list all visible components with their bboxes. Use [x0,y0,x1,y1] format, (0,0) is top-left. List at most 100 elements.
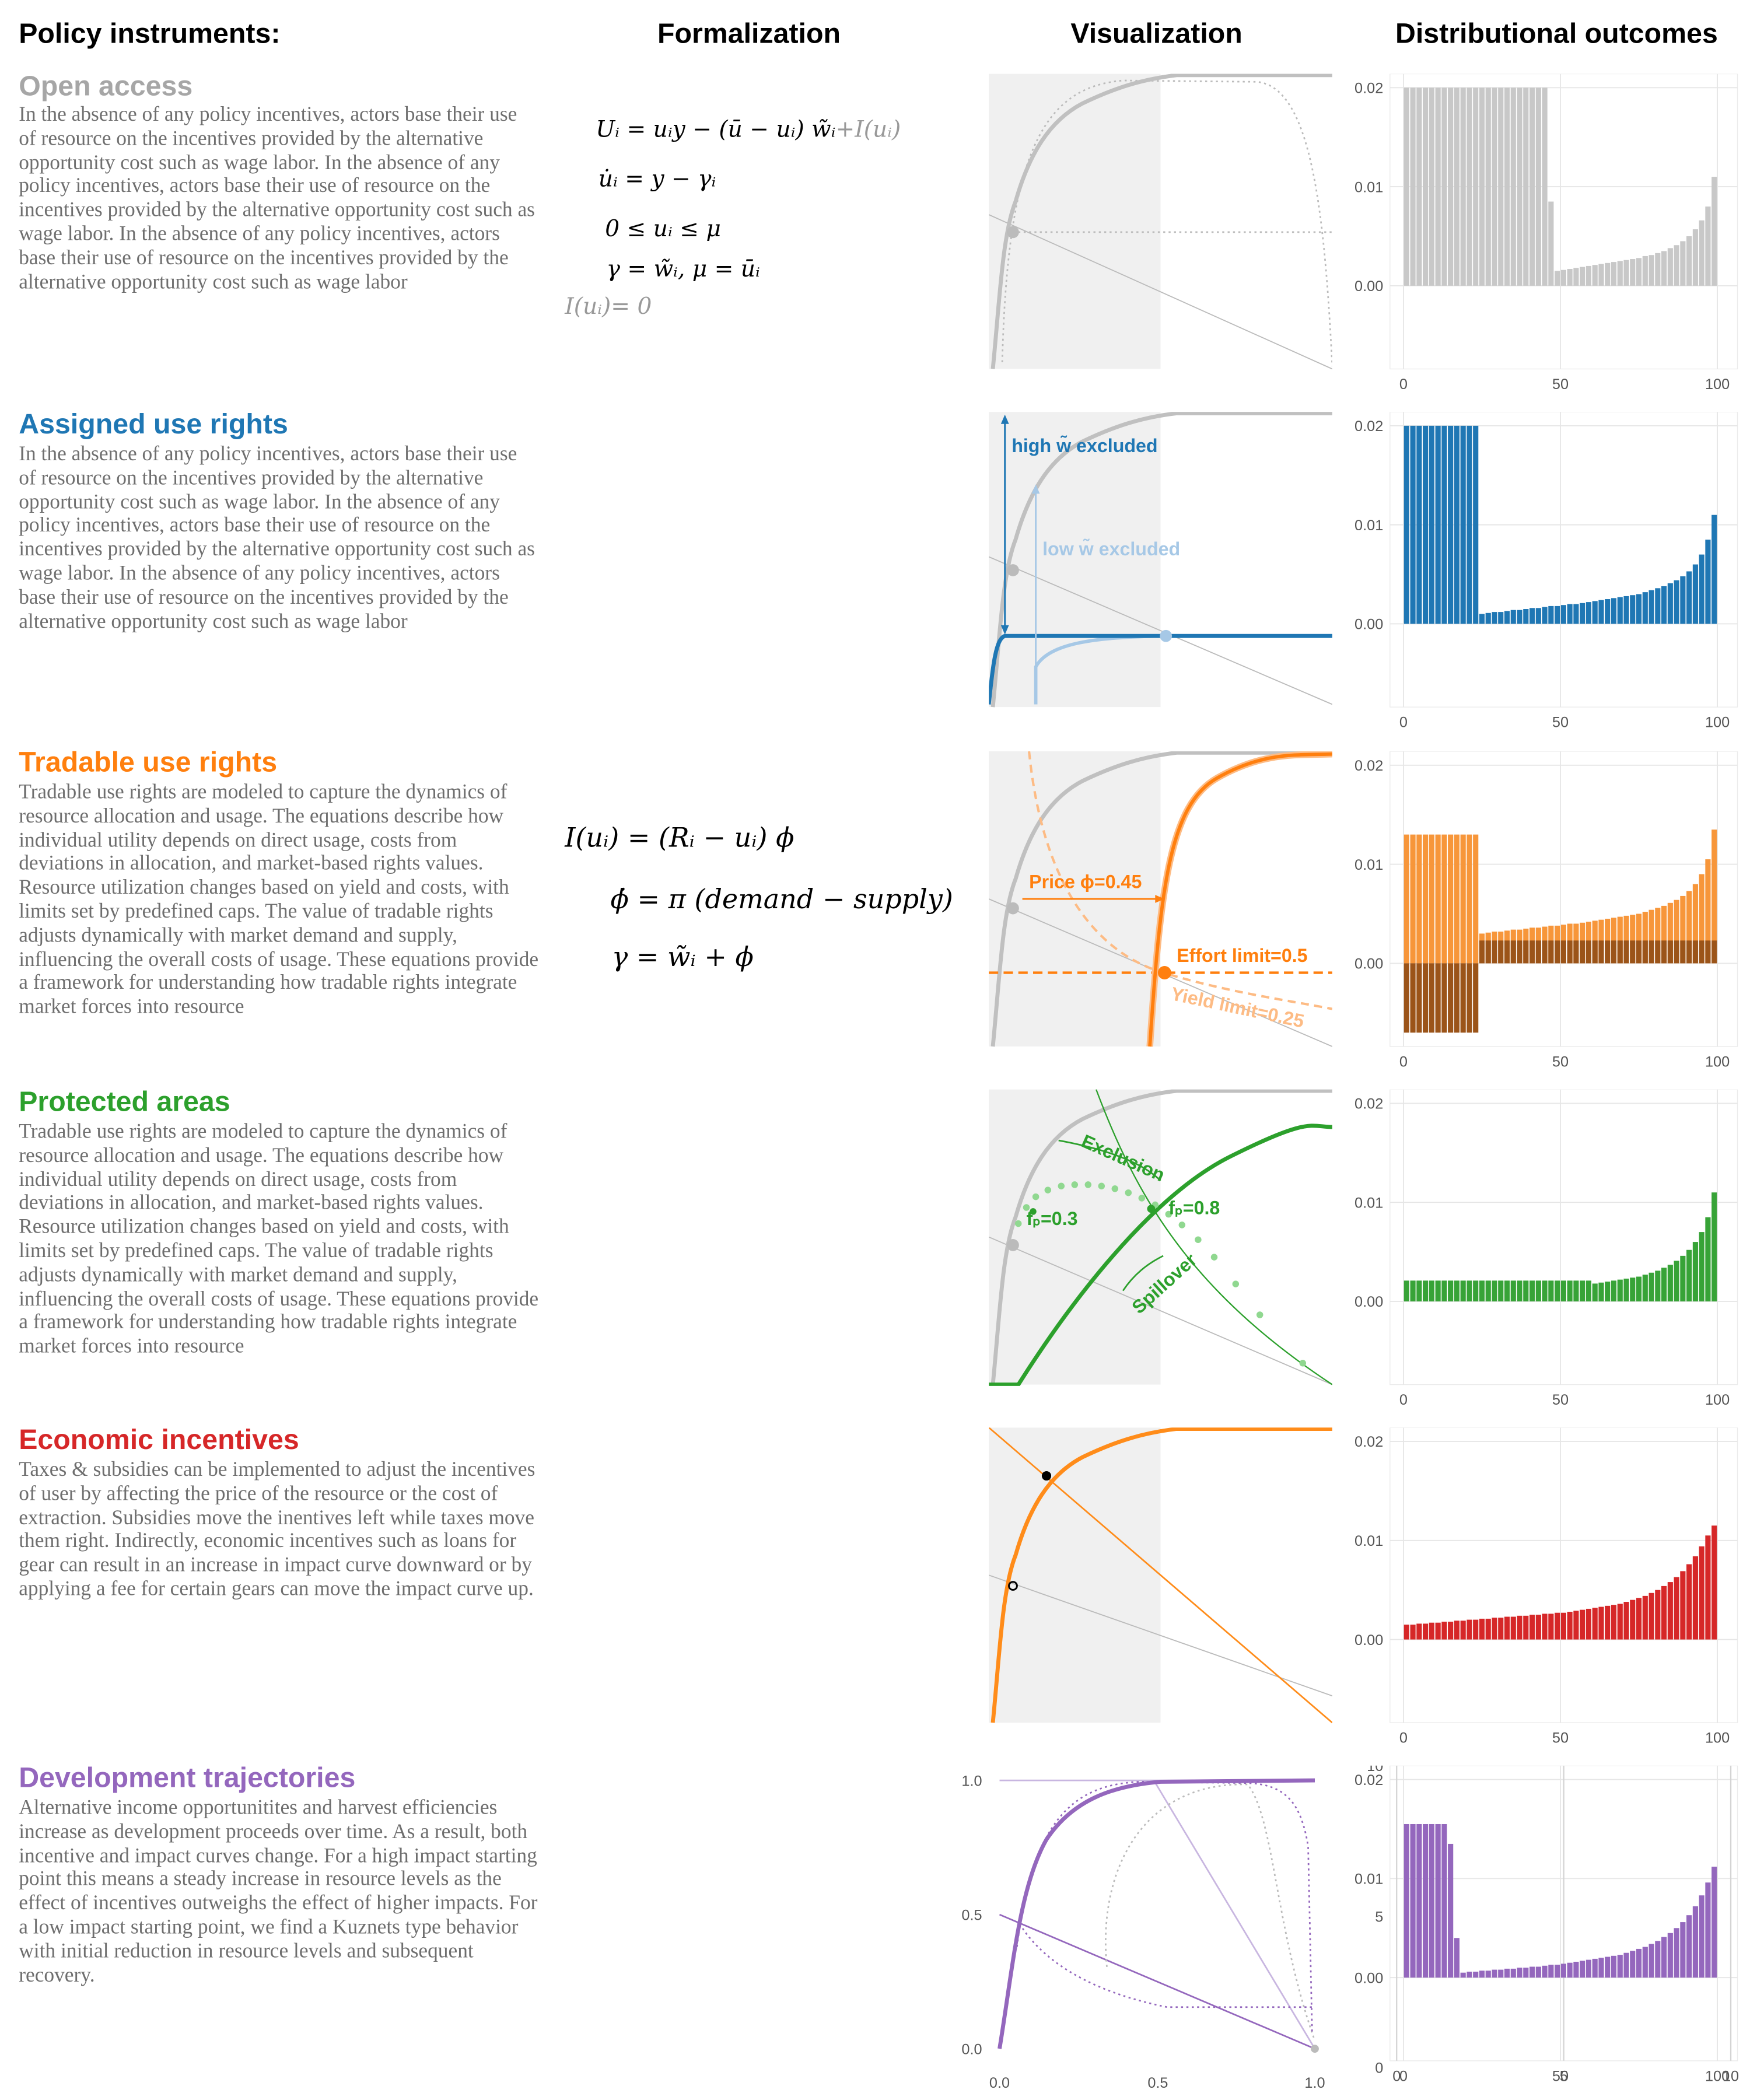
histogram-bar [1485,88,1491,286]
histogram-bar [1542,88,1548,286]
equation: 0 ≤ uᵢ ≤ μ [605,216,721,243]
row-title: Development trajectories [19,1763,356,1794]
histogram-bar [1674,245,1679,286]
histogram-bar [1667,940,1673,964]
histogram-bar [1466,834,1472,964]
histogram-bar [1560,1612,1566,1640]
histogram-bar [1441,963,1447,1033]
histogram-bar [1548,606,1554,624]
histogram-bar [1479,940,1485,964]
histogram-bar [1466,1280,1472,1301]
histogram-bar [1705,1217,1711,1301]
x-tick-label: 100 [1705,376,1730,393]
histogram-bar [1712,1192,1717,1301]
y-tick-label: 0.02 [1354,80,1383,96]
histogram-bar [1523,88,1529,286]
histogram-bar [1485,1280,1491,1301]
visualization-panel [989,74,1332,370]
histogram-bar [1473,425,1479,624]
histogram-bar [1523,608,1529,624]
histogram-bar [1460,1620,1466,1640]
y-tick-label: 0.01 [1354,517,1383,534]
histogram: 0.00 0.01 0.02 0 50 100 [1354,1427,1738,1746]
histogram-bar [1448,1622,1454,1640]
histogram-bar [1674,580,1679,624]
histogram-bar [1542,940,1548,964]
equation-part: Uᵢ = uᵢy − (ū − uᵢ) w̃ᵢ [596,117,836,144]
histogram-bar [1510,610,1516,624]
histogram-bar [1648,255,1654,286]
histogram-bar [1642,1947,1648,1978]
histogram-bar [1636,258,1642,286]
histogram-bar [1661,251,1667,286]
histogram-bar [1448,1280,1454,1301]
histogram-bar [1655,1941,1661,1978]
histogram-bar [1542,1965,1548,1978]
y-tick-label: 0.00 [1354,1632,1383,1648]
histogram-bar [1435,1622,1441,1640]
histogram-bar [1441,834,1447,964]
histogram-bar [1504,611,1510,624]
histogram-bar [1429,88,1434,286]
histogram-bar [1441,425,1447,624]
axis-tick-label: 1.0 [961,1773,982,1789]
histogram-bar [1674,1261,1679,1301]
histogram-bar [1435,1824,1441,1978]
row-title: Open access [19,71,193,102]
histogram-bar [1667,1265,1673,1301]
histogram-bar [1560,1964,1566,1978]
histogram-bar [1429,425,1434,624]
x-tick-label: 0 [1399,1730,1408,1746]
histogram-bar [1498,1618,1504,1640]
histogram-bar [1479,1618,1485,1640]
histogram-bar [1529,1615,1535,1640]
histogram-bar [1479,1280,1485,1301]
histogram-bar [1692,229,1698,286]
y-tick-label: 0.01 [1354,1195,1383,1211]
histogram-bar [1560,1280,1566,1301]
histogram-bar [1692,564,1698,624]
histogram-bar [1680,940,1686,964]
x-tick-label: 0 [1399,715,1408,731]
row-title: Tradable use rights [19,747,278,778]
histogram-bar [1429,963,1434,1033]
histogram-bar [1498,1280,1504,1301]
histogram-bar [1661,586,1667,624]
histogram-bar [1611,262,1617,286]
histogram-bar [1498,612,1504,624]
row-title: Protected areas [19,1087,230,1118]
histogram-bar [1510,1968,1516,1978]
visualization-panel: high w̃ excluded low w̃ excluded [989,412,1332,708]
equation: γ = w̃ᵢ + ϕ [611,940,754,973]
histogram-bar [1598,1282,1604,1301]
histogram-bar [1712,1525,1717,1640]
histogram-bar [1648,909,1654,964]
histogram-bar [1699,1895,1704,1978]
histogram-bar [1611,1955,1617,1978]
column-header: Distributional outcomes [1395,19,1718,50]
histogram-bar [1454,834,1460,964]
histogram-bar [1510,1280,1516,1301]
histogram-bar [1586,940,1592,964]
histogram-bar [1661,1268,1667,1301]
annotation: high w̃ excluded [1012,435,1157,456]
histogram-bar [1592,1958,1598,1978]
histogram-bar [1712,1866,1717,1978]
histogram-bar [1492,1280,1497,1301]
histogram-bar [1630,595,1636,624]
histogram-bar [1435,425,1441,624]
histogram-bar [1404,834,1409,964]
histogram-bar [1686,940,1692,964]
histogram-bar [1435,1280,1441,1301]
histogram-bar [1567,269,1573,286]
histogram-bar [1580,1609,1586,1640]
histogram-bar [1586,1280,1592,1301]
histogram-bar [1448,88,1454,286]
histogram: 0.00 0.01 0.02 0 50 100 [1354,74,1738,393]
x-tick-label: 50 [1552,715,1569,731]
histogram-bar [1479,614,1485,624]
row-title: Economic incentives [19,1424,299,1456]
histogram-bar [1598,264,1604,286]
histogram-bar [1504,1616,1510,1640]
histogram-bar [1592,1283,1598,1301]
